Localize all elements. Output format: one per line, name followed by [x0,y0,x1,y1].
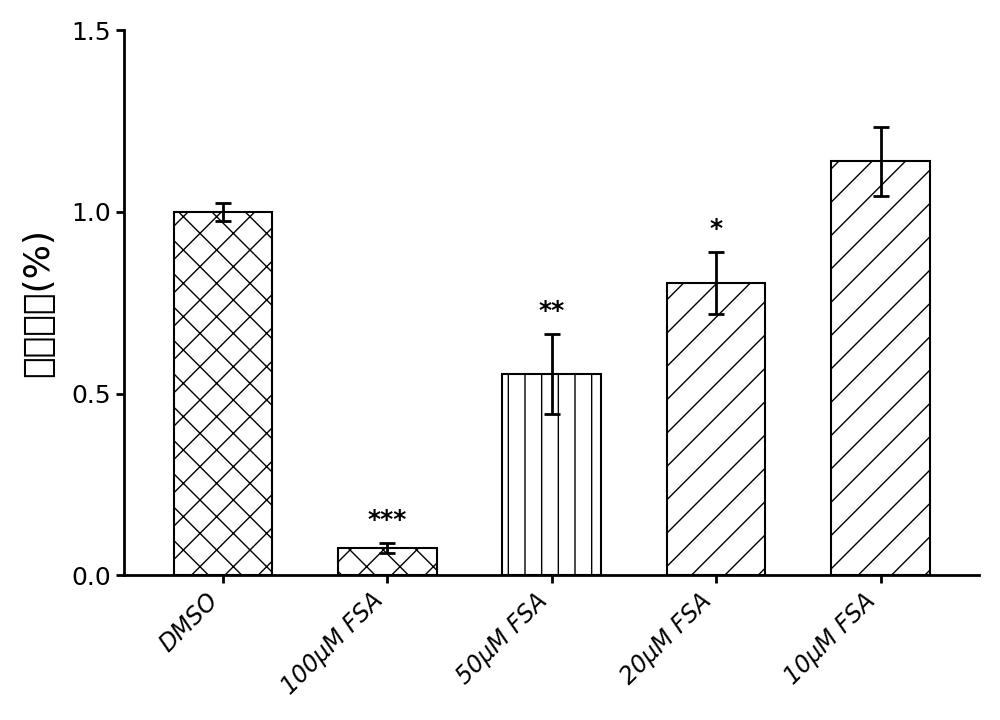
Bar [667,283,765,575]
Text: *: * [710,217,723,241]
Bar [502,374,601,575]
Y-axis label: 细胞活力(%): 细胞活力(%) [21,228,55,377]
Bar [338,548,437,575]
Bar [831,161,930,575]
Text: ***: *** [368,508,407,531]
Text: **: ** [539,299,565,323]
Bar [174,212,272,575]
